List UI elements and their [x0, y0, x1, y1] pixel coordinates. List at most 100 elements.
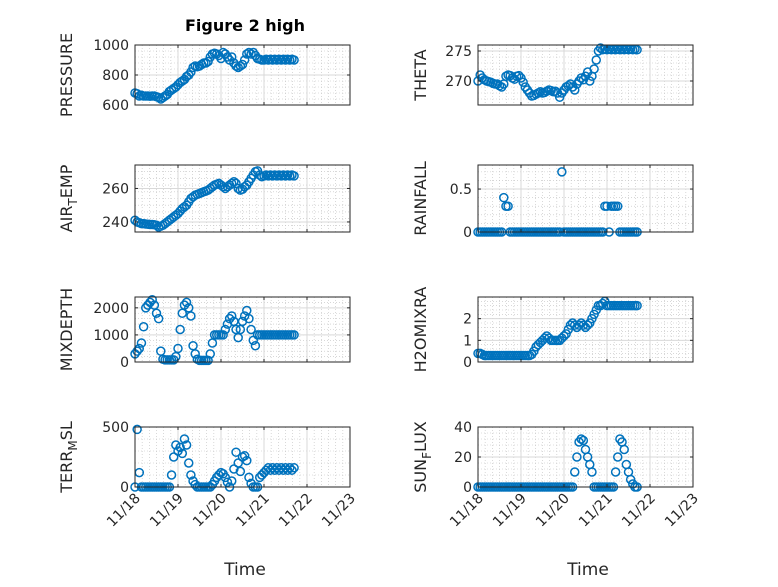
- data-point: [570, 85, 580, 95]
- data-point: [582, 320, 593, 330]
- y-tick-label: 20: [454, 450, 472, 466]
- data-point: [181, 440, 192, 450]
- data-point: [229, 177, 239, 187]
- data-point: [218, 330, 228, 340]
- y-tick-label: 2000: [93, 301, 129, 317]
- subplot-theta: 270 275 THETA: [411, 43, 694, 106]
- y-axis-label: AIRTEMP: [57, 164, 80, 232]
- data-point: [244, 472, 254, 483]
- data-point: [186, 470, 196, 480]
- data-point: [559, 331, 569, 341]
- data-point: [132, 89, 142, 99]
- y-tick-label: 1000: [93, 38, 129, 54]
- data-point: [153, 92, 164, 103]
- y-tick-label: 240: [102, 215, 129, 231]
- data-point: [175, 442, 185, 453]
- series-markers: [130, 294, 299, 366]
- data-point: [632, 45, 642, 55]
- data-point: [151, 308, 162, 318]
- figure-title: Figure 2 high: [185, 16, 305, 35]
- data-point: [570, 467, 580, 477]
- y-tick-label: 260: [102, 181, 129, 197]
- data-point: [227, 52, 237, 62]
- x-axis-label-right: Time: [566, 560, 609, 580]
- data-point: [179, 434, 190, 444]
- axes-box: [477, 296, 694, 363]
- data-point: [503, 201, 513, 211]
- data-point: [222, 477, 233, 487]
- subplot-pressure: 600 800 1000 PRESSURE: [57, 33, 351, 117]
- data-point: [625, 474, 636, 485]
- y-axis-label: MIXDEPTH: [57, 288, 76, 371]
- data-point: [147, 294, 157, 305]
- data-point: [136, 338, 147, 348]
- data-point: [576, 434, 586, 444]
- data-point: [203, 56, 213, 67]
- y-tick-label: 1000: [93, 328, 129, 344]
- y-axis-label: H2OMIXRA: [411, 287, 430, 373]
- y-tick-label: 0: [120, 480, 129, 496]
- y-axis-label: SUNFLUX: [411, 421, 434, 493]
- axes-box: [134, 164, 351, 233]
- data-point: [595, 43, 606, 53]
- data-point: [572, 452, 582, 462]
- y-tick-label: 0: [463, 480, 472, 496]
- data-point: [233, 183, 243, 194]
- data-point: [218, 182, 228, 192]
- data-point: [188, 62, 198, 73]
- data-point: [231, 61, 241, 71]
- data-point: [181, 297, 192, 308]
- axes-box: [477, 164, 694, 233]
- data-point: [132, 346, 142, 356]
- data-point: [244, 313, 254, 324]
- data-point: [514, 70, 524, 81]
- data-point: [173, 343, 183, 354]
- y-tick-label: 0: [463, 225, 472, 241]
- data-point: [186, 311, 196, 321]
- data-point: [499, 192, 509, 203]
- data-point: [250, 341, 261, 351]
- axes-box: [134, 296, 351, 363]
- data-point: [589, 64, 599, 74]
- data-point: [282, 465, 293, 475]
- y-tick-label: 0: [463, 355, 472, 371]
- subplot-rainfall: 0 0.5 RAINFALL: [411, 161, 694, 241]
- data-point: [166, 470, 177, 480]
- data-point: [151, 220, 162, 231]
- data-point: [190, 349, 200, 359]
- data-point: [239, 55, 250, 65]
- data-point: [203, 355, 213, 366]
- y-axis-label: TERRMSL: [57, 421, 80, 494]
- data-point: [242, 455, 252, 466]
- series-markers: [130, 47, 299, 104]
- data-point: [619, 444, 629, 455]
- y-tick-label: 500: [102, 420, 129, 436]
- data-point: [576, 73, 586, 83]
- axes-box: [134, 426, 351, 488]
- data-point: [227, 311, 237, 321]
- data-point: [289, 330, 299, 340]
- data-point: [231, 178, 241, 189]
- y-tick-label: 1: [463, 333, 472, 349]
- data-point: [246, 49, 256, 59]
- y-tick-label: 0.5: [450, 182, 472, 198]
- y-tick-label: 275: [445, 44, 472, 60]
- y-tick-label: 40: [454, 420, 472, 436]
- data-point: [578, 320, 589, 330]
- y-tick-label: 270: [445, 74, 472, 90]
- subplot-mixdepth: 0 1000 2000 MIXDEPTH: [57, 288, 351, 371]
- data-point: [153, 313, 164, 324]
- data-point: [613, 201, 623, 211]
- y-axis-label: RAINFALL: [411, 161, 430, 236]
- axes-box: [477, 44, 694, 106]
- data-point: [220, 324, 231, 335]
- data-point: [138, 322, 149, 332]
- data-point: [289, 171, 299, 181]
- data-point: [205, 349, 215, 359]
- data-point: [235, 466, 246, 477]
- data-point: [539, 333, 550, 343]
- data-point: [557, 167, 567, 177]
- data-point: [231, 447, 241, 457]
